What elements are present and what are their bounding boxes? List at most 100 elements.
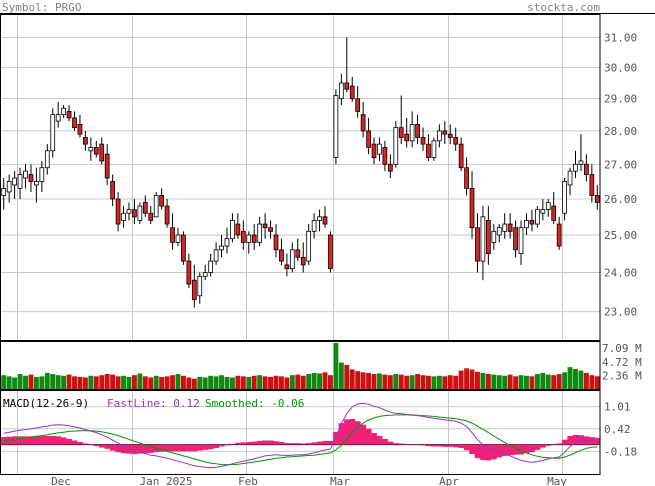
candle-up <box>562 181 567 214</box>
volume-bar <box>573 368 578 389</box>
candle-down <box>93 147 99 155</box>
volume-bar <box>480 372 486 389</box>
macd-histogram-bar <box>550 444 557 445</box>
candle-down <box>240 230 246 243</box>
macd-histogram-bar <box>158 444 165 452</box>
volume-bar <box>306 374 312 389</box>
volume-bar <box>93 376 99 389</box>
candle-down <box>186 260 192 285</box>
candle-down <box>420 137 426 145</box>
macd-histogram-bar <box>17 436 24 445</box>
macd-histogram-bar <box>109 444 116 451</box>
macd-histogram-bar <box>120 444 127 454</box>
macd-histogram-bar <box>11 436 18 445</box>
candle-down <box>415 123 420 138</box>
volume-bar <box>551 375 557 389</box>
candle-up <box>50 114 56 152</box>
macd-tick-label: -0.18 <box>604 445 637 458</box>
candle-down <box>551 205 557 221</box>
candle-down <box>382 147 388 165</box>
macd-histogram-bar <box>382 438 388 445</box>
candle-up <box>502 223 508 232</box>
volume-bar <box>377 373 382 389</box>
macd-histogram-bar <box>126 444 132 454</box>
candle-up <box>393 127 399 165</box>
volume-bar <box>153 375 159 389</box>
candle-up <box>377 143 382 155</box>
candle-down <box>110 181 115 200</box>
candle-up <box>431 140 437 158</box>
volume-bar <box>180 375 186 389</box>
symbol-label: Symbol: PRGO <box>2 1 82 14</box>
candle-up <box>219 245 224 251</box>
candle-down <box>366 130 371 148</box>
candle-up <box>333 95 339 158</box>
macd-histogram-bar <box>512 444 519 455</box>
volume-bar <box>311 372 317 389</box>
candle-down <box>594 195 600 203</box>
volume-bar <box>524 375 529 389</box>
macd-histogram-bar <box>44 435 51 445</box>
candle-down <box>279 249 284 262</box>
price-tick-label: 23.00 <box>604 306 637 319</box>
volume-bar <box>398 374 404 389</box>
macd-histogram-bar <box>50 435 56 445</box>
candle-down <box>284 264 290 270</box>
volume-bar <box>300 375 306 389</box>
macd-histogram-bar <box>289 443 296 445</box>
macd-tick-label: 0.42 <box>604 423 631 436</box>
candle-up <box>208 260 214 273</box>
volume-bar <box>262 376 268 389</box>
price-tick-label: 26.00 <box>604 193 637 206</box>
volume-bar <box>219 375 224 389</box>
price-tick-label: 25.00 <box>604 229 637 242</box>
candle-down <box>556 223 562 247</box>
volume-bar <box>545 374 551 389</box>
macd-histogram-bar <box>534 444 541 450</box>
macd-histogram-bar <box>224 444 231 446</box>
volume-bar <box>589 375 595 389</box>
volume-bar <box>197 376 203 389</box>
volume-bar <box>213 376 219 389</box>
volume-bar <box>175 374 181 389</box>
macd-histogram-bar <box>88 444 94 446</box>
macd-histogram-bar <box>507 444 514 456</box>
macd-histogram-bar <box>71 440 78 445</box>
candle-up <box>17 174 23 189</box>
macd-histogram-bar <box>371 432 378 445</box>
macd-histogram-bar <box>6 436 13 445</box>
volume-bar <box>28 374 34 389</box>
volume-bar <box>556 374 562 389</box>
volume-bar <box>518 375 524 389</box>
chart-frame <box>0 13 655 475</box>
candle-down <box>513 227 518 251</box>
volume-bar <box>409 375 415 389</box>
macd-histogram-bar <box>501 444 508 456</box>
macd-histogram-bar <box>431 444 437 447</box>
macd-histogram-bar <box>66 438 73 445</box>
candle-down <box>360 114 366 132</box>
volume-bar <box>224 376 230 389</box>
macd-histogram-bar <box>169 444 176 452</box>
candle-down <box>589 174 595 196</box>
macd-histogram-bar <box>137 444 143 454</box>
candle-down <box>66 111 72 119</box>
volume-bar <box>1 375 7 389</box>
macd-histogram-bar <box>55 436 62 445</box>
volume-bar <box>104 374 110 389</box>
candle-up <box>545 202 551 211</box>
macd-histogram-bar <box>463 444 470 451</box>
month-label: Dec <box>51 475 71 486</box>
macd-tick-label: 1.01 <box>604 401 631 414</box>
chart-grid <box>1 14 600 474</box>
volume-bar <box>115 376 121 389</box>
volume-bar <box>88 375 94 389</box>
volume-bar <box>475 371 480 389</box>
candle-down <box>447 133 453 138</box>
macd-histogram-bar <box>496 444 503 458</box>
candle-up <box>39 167 45 182</box>
macd-histogram-bar <box>540 444 546 448</box>
macd-fastline-label: FastLine: 0.12 <box>107 397 200 410</box>
candle-up <box>567 170 573 186</box>
macd-histogram-bar <box>131 444 138 455</box>
